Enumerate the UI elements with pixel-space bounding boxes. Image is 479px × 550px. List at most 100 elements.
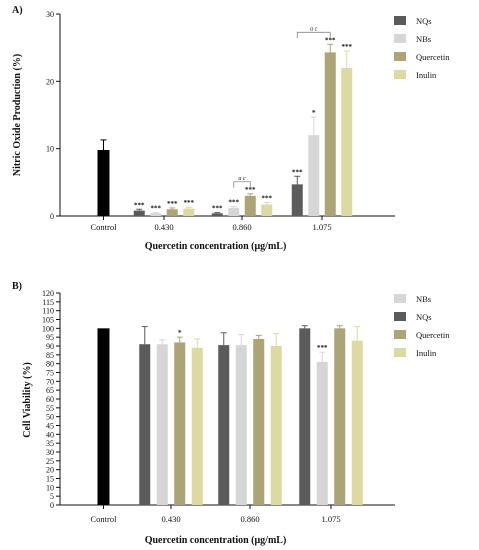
bar-inulin-0-430 (191, 347, 203, 505)
y-tick-label: 10 (46, 483, 54, 492)
y-tick-label: 100 (42, 324, 54, 333)
y-tick-label: 30 (46, 448, 54, 457)
control-bar (97, 328, 110, 505)
x-category-label: 1.075 (312, 222, 331, 232)
y-tick-label: 0 (50, 212, 54, 221)
legend-entry-inulin: Inulin (416, 70, 437, 80)
bracket-label: a c (310, 26, 318, 32)
bar-nbs-0-860 (235, 345, 247, 505)
bar-quercetin-0-430 (166, 209, 178, 216)
y-tick-label: 5 (50, 492, 54, 501)
y-tick-label: 65 (46, 386, 54, 395)
significance-marker: *** (229, 199, 240, 207)
x-category-label: 0.430 (161, 514, 180, 524)
y-tick-label: 15 (46, 475, 54, 484)
legend-entry-quercetin: Quercetin (416, 330, 450, 340)
x-category-label: 1.075 (321, 514, 340, 524)
significance-marker: * (312, 109, 316, 117)
bar-quercetin-0-860 (244, 195, 256, 216)
significance-marker: *** (184, 199, 195, 207)
y-tick-label: 110 (42, 307, 54, 316)
legend-swatch-nqs (394, 16, 406, 25)
legend-entry-nqs: NQs (416, 312, 432, 322)
bar-inulin-0-860 (261, 204, 273, 216)
x-category-label: 0.430 (154, 222, 173, 232)
bar-nqs-0-430 (139, 344, 151, 505)
bar-nbs-0-860 (228, 207, 240, 216)
bar-quercetin-0-860 (253, 338, 265, 505)
y-tick-label: 50 (46, 413, 54, 422)
significance-marker: *** (167, 200, 178, 208)
y-tick-label: 60 (46, 395, 54, 404)
y-tick-label: 95 (46, 333, 54, 342)
legend-swatch-quercetin (394, 330, 406, 339)
y-tick-label: 90 (46, 342, 54, 351)
significance-marker: *** (134, 201, 145, 209)
legend-entry-nbs: NBs (416, 34, 431, 44)
control-bar (97, 150, 110, 216)
significance-marker: *** (342, 43, 353, 51)
bar-nqs-0-860 (211, 213, 223, 216)
x-axis-label: Quercetin concentration (μg/mL) (145, 535, 287, 546)
x-axis-label: Quercetin concentration (μg/mL) (145, 241, 287, 252)
bar-nqs-0-860 (218, 345, 230, 505)
y-tick-label: 45 (46, 422, 54, 431)
significance-marker: *** (262, 195, 273, 203)
y-tick-label: 10 (46, 145, 54, 154)
panel-label: A) (12, 5, 23, 16)
panel-label: B) (12, 281, 22, 292)
significance-marker: *** (317, 344, 328, 352)
y-tick-label: 20 (46, 466, 54, 475)
bar-nqs-0-430 (133, 210, 145, 216)
y-tick-label: 85 (46, 351, 54, 360)
legend-entry-nbs: NBs (416, 294, 431, 304)
legend-swatch-nbs (394, 294, 406, 303)
bar-inulin-1-075 (351, 340, 363, 505)
significance-marker: *** (151, 205, 162, 213)
y-tick-label: 120 (42, 289, 54, 298)
y-tick-label: 30 (46, 10, 54, 19)
y-tick-label: 0 (50, 501, 54, 510)
legend-swatch-nbs (394, 34, 406, 43)
bar-nqs-1-075 (299, 328, 311, 505)
significance-marker: *** (292, 168, 303, 176)
y-tick-label: 20 (46, 77, 54, 86)
significance-bracket (233, 181, 251, 188)
bar-nbs-1-075 (316, 361, 328, 505)
bar-quercetin-1-075 (324, 52, 336, 216)
panel-a-nitric-oxide-chart: A) Nitric Oxide Production (%) 0 10 20 30 Cont… (12, 5, 450, 252)
x-category-label-control: Control (91, 514, 118, 524)
legend-entry-inulin: Inulin (416, 348, 437, 358)
bar-quercetin-0-430 (174, 342, 186, 505)
x-category-label: 0.860 (232, 222, 251, 232)
y-tick-label: 35 (46, 439, 54, 448)
significance-bracket (296, 31, 331, 39)
y-axis-label: Cell Viability (%) (22, 362, 33, 438)
legend-entry-quercetin: Quercetin (416, 52, 450, 62)
y-tick-label: 25 (46, 457, 54, 466)
x-category-label: 0.860 (240, 514, 259, 524)
y-tick-label: 75 (46, 369, 54, 378)
y-tick-label: 40 (46, 430, 54, 439)
y-tick-label: 115 (42, 298, 54, 307)
x-category-label-control: Control (91, 222, 118, 232)
y-tick-label: 80 (46, 360, 54, 369)
bar-quercetin-1-075 (334, 328, 346, 505)
y-tick-label: 55 (46, 404, 54, 413)
significance-marker: * (178, 329, 182, 337)
legend-swatch-quercetin (394, 52, 406, 61)
bracket-label: a c (238, 176, 246, 182)
significance-marker: *** (325, 36, 336, 44)
y-axis-label: Nitric Oxide Production (%) (12, 54, 23, 176)
legend-swatch-nqs (394, 312, 406, 321)
bar-inulin-0-860 (270, 346, 282, 505)
bar-inulin-1-075 (341, 67, 353, 216)
panel-b-cell-viability-chart: B) Cell Viability (%) 05101520253035404550… (12, 281, 450, 546)
legend-swatch-inulin (394, 70, 406, 79)
significance-marker: *** (245, 186, 256, 194)
bar-nbs-1-075 (308, 135, 320, 216)
legend-entry-nqs: NQs (416, 16, 432, 26)
y-tick-label: 105 (42, 316, 54, 325)
significance-marker: *** (212, 205, 223, 213)
